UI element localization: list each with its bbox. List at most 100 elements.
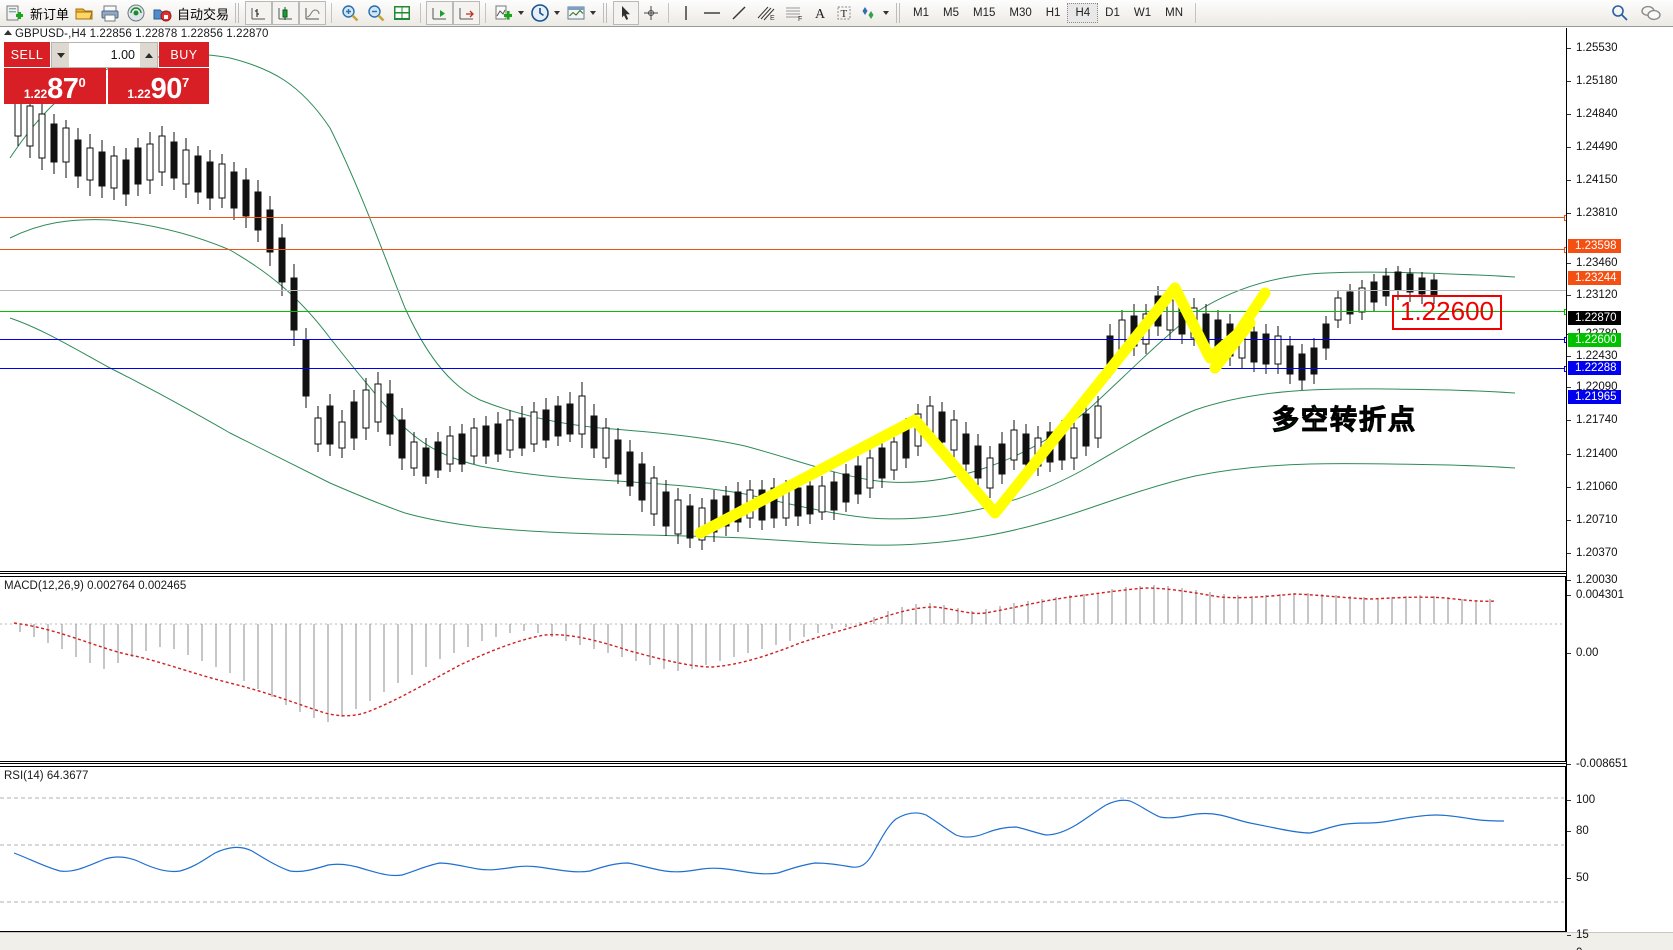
candlestick-chart-icon[interactable] <box>272 1 300 25</box>
crosshair-icon[interactable] <box>639 1 663 25</box>
macd-pane[interactable]: MACD(12,26,9) 0.002764 0.002465 <box>0 576 1566 762</box>
resistance-tag-2[interactable]: 1.23244 <box>1568 271 1621 285</box>
equidistant-channel-icon[interactable]: E <box>752 1 780 25</box>
timeframe-h1[interactable]: H1 <box>1045 7 1061 19</box>
folder-icon[interactable] <box>71 1 97 25</box>
zoom-in-icon[interactable] <box>337 1 363 25</box>
rsi-canvas <box>0 797 1564 903</box>
sell-price-display[interactable]: 1.22 87 0 <box>4 68 106 104</box>
rsi-pane-divider[interactable] <box>0 761 1566 764</box>
vertical-line-icon[interactable] <box>674 1 698 25</box>
horizontal-line-icon[interactable] <box>698 1 726 25</box>
chevron-down-icon[interactable] <box>590 11 597 15</box>
autoscroll-icon[interactable] <box>426 1 454 25</box>
fibonacci-icon[interactable]: F <box>780 1 808 25</box>
current-price-line <box>0 290 1566 291</box>
chinese-note-annotation[interactable]: 多空转折点 <box>1272 405 1417 437</box>
support-tag-1[interactable]: 1.22288 <box>1568 361 1621 375</box>
cursor-icon[interactable] <box>613 1 640 25</box>
rsi-pane[interactable]: RSI(14) 64.3677 <box>0 766 1566 932</box>
print-icon[interactable] <box>97 1 123 25</box>
macd-tick: 0.00 <box>1567 647 1598 659</box>
support-tag-2[interactable]: 1.21965 <box>1568 390 1621 404</box>
buy-button[interactable]: BUY <box>159 42 209 68</box>
search-icon[interactable] <box>1607 1 1633 25</box>
autotrading-label[interactable]: 自动交易 <box>177 6 230 22</box>
timeframe-m1[interactable]: M1 <box>913 7 930 19</box>
rsi-tick: 0 <box>1567 947 1582 950</box>
volume-stepper[interactable]: 1.00 <box>51 42 158 68</box>
macd-label: MACD(12,26,9) 0.002764 0.002465 <box>4 580 187 592</box>
timeframe-w1[interactable]: W1 <box>1133 7 1152 19</box>
resistance-line-1[interactable] <box>0 215 1570 221</box>
pivot-tag[interactable]: 1.22600 <box>1568 333 1621 347</box>
price-tick: 1.22430 <box>1567 350 1618 362</box>
zoom-out-icon[interactable] <box>363 1 389 25</box>
text-icon[interactable]: A <box>808 1 832 25</box>
one-click-trading-panel[interactable]: SELL 1.00 BUY 1.22 87 0 1.22 90 7 <box>4 42 209 104</box>
sell-price-fraction: 0 <box>78 75 86 90</box>
chevron-up-icon <box>144 52 153 58</box>
price-box-annotation[interactable]: 1.22600 <box>1392 295 1502 331</box>
toolbar-separator <box>1195 3 1196 23</box>
timeframe-mn[interactable]: MN <box>1165 7 1183 19</box>
chart-shift-icon[interactable] <box>453 1 481 25</box>
status-bar <box>0 932 1673 950</box>
support-line-1[interactable] <box>0 337 1570 343</box>
rsi-tick: 15 <box>1567 929 1589 941</box>
period-icon[interactable] <box>527 1 563 25</box>
autotrading-icon[interactable] <box>149 1 175 25</box>
timeframe-m30[interactable]: M30 <box>1009 7 1032 19</box>
timeframe-m5[interactable]: M5 <box>943 7 959 19</box>
trendline-icon[interactable] <box>726 1 752 25</box>
templates-icon[interactable] <box>563 1 599 25</box>
price-chart-canvas <box>9 53 1516 550</box>
chevron-down-icon <box>56 52 65 58</box>
sell-button[interactable]: SELL <box>4 42 50 68</box>
new-order-label[interactable]: 新订单 <box>30 6 70 22</box>
price-tick: 1.23810 <box>1567 207 1618 219</box>
timeframe-d1[interactable]: D1 <box>1105 7 1120 19</box>
collapse-triangle-icon[interactable] <box>4 30 12 35</box>
support-line-2[interactable] <box>0 366 1570 372</box>
buy-price-display[interactable]: 1.22 90 7 <box>107 68 209 104</box>
price-scale[interactable]: 1.25530 1.25180 1.24840 1.24490 1.24150 … <box>1566 28 1673 950</box>
rsi-tick: 50 <box>1567 872 1589 884</box>
pivot-line[interactable] <box>0 309 1570 315</box>
text-label-icon[interactable]: T <box>832 1 856 25</box>
indicators-icon[interactable] <box>491 1 527 25</box>
price-tick: 1.23120 <box>1567 289 1618 301</box>
price-tick: 1.23460 <box>1567 257 1618 269</box>
chevron-down-icon[interactable] <box>518 11 525 15</box>
toolbar-separator <box>896 3 903 23</box>
current-price-tag: 1.22870 <box>1568 311 1621 325</box>
chevron-down-icon[interactable] <box>554 11 561 15</box>
chevron-down-icon[interactable] <box>883 11 890 15</box>
timeframe-h4[interactable]: H4 <box>1067 3 1099 23</box>
price-tick: 1.24840 <box>1567 108 1618 120</box>
toolbar-separator <box>420 3 422 23</box>
toolbar-separator <box>235 3 242 23</box>
timeframe-m15[interactable]: M15 <box>973 7 996 19</box>
sell-price-prefix: 1.22 <box>23 87 48 101</box>
macd-pane-divider[interactable] <box>0 571 1566 574</box>
macd-tick: -0.008651 <box>1567 758 1628 770</box>
shapes-icon[interactable] <box>856 1 892 25</box>
connection-icon[interactable] <box>123 1 149 25</box>
tile-windows-icon[interactable] <box>389 1 415 25</box>
rsi-tick: 100 <box>1567 794 1595 806</box>
resistance-line-2[interactable] <box>0 247 1570 253</box>
volume-decrease-button[interactable] <box>52 43 69 67</box>
oct-price-row: 1.22 87 0 1.22 90 7 <box>4 68 209 104</box>
volume-increase-button[interactable] <box>140 43 157 67</box>
toolbar-separator <box>485 3 487 23</box>
volume-input[interactable]: 1.00 <box>69 43 140 67</box>
macd-tick: 0.004301 <box>1567 589 1624 601</box>
resistance-tag-1[interactable]: 1.23598 <box>1568 239 1621 253</box>
chat-icon[interactable] <box>1637 1 1665 25</box>
new-order-icon[interactable] <box>2 1 28 25</box>
price-tick: 1.20030 <box>1567 574 1618 586</box>
line-chart-icon[interactable] <box>299 1 327 25</box>
bar-chart-icon[interactable] <box>245 1 273 25</box>
